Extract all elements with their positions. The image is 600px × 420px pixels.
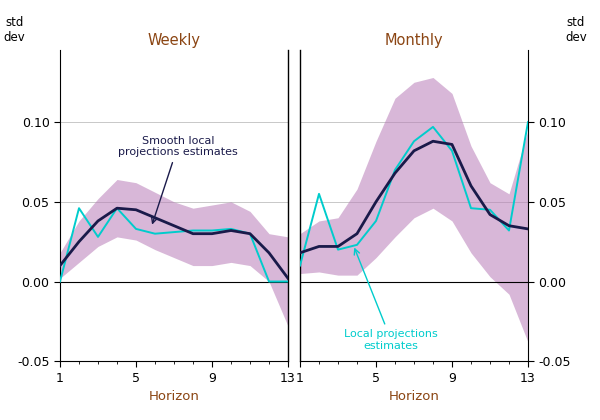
Text: std
dev: std dev — [4, 16, 25, 44]
Text: Local projections
estimates: Local projections estimates — [344, 249, 438, 351]
Title: Monthly: Monthly — [385, 33, 443, 48]
Text: std
dev: std dev — [565, 16, 587, 44]
Text: Smooth local
projections estimates: Smooth local projections estimates — [118, 136, 238, 223]
Title: Weekly: Weekly — [148, 33, 200, 48]
X-axis label: Horizon: Horizon — [149, 390, 199, 403]
X-axis label: Horizon: Horizon — [389, 390, 439, 403]
